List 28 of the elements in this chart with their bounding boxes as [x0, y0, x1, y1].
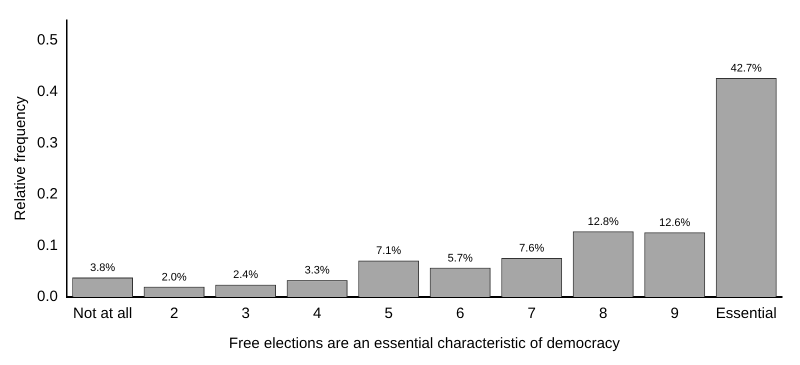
- data-label: 7.6%: [519, 242, 544, 255]
- x-tick-label: 3: [241, 305, 250, 322]
- x-tick-label: 5: [384, 305, 393, 322]
- data-label: 42.7%: [730, 62, 762, 74]
- x-tick-label: 6: [456, 305, 464, 322]
- y-tick-label: 0.2: [36, 186, 58, 203]
- x-tick-label: 4: [312, 305, 322, 322]
- x-tick-label: Essential: [716, 305, 777, 322]
- y-tick-label: 0.1: [36, 236, 58, 254]
- data-label: 2.4%: [233, 269, 258, 282]
- data-label: 12.6%: [659, 216, 691, 229]
- data-label: 3.8%: [90, 262, 116, 274]
- y-tick-label: 0.3: [36, 134, 58, 152]
- x-tick-label: 2: [170, 305, 178, 322]
- data-label: 5.7%: [448, 252, 473, 264]
- data-label: 2.0%: [162, 271, 187, 284]
- x-tick-label: 7: [528, 305, 536, 322]
- x-tick-label: 9: [670, 305, 679, 322]
- data-label: 12.8%: [588, 216, 620, 228]
- x-tick-label: 8: [599, 305, 608, 322]
- data-label: 7.1%: [376, 245, 402, 258]
- y-tick-label: 0.5: [36, 32, 58, 49]
- x-tick-label: Not at all: [73, 305, 132, 322]
- y-axis-title: Relative frequency: [12, 96, 30, 221]
- y-tick-label: 0.0: [36, 288, 58, 306]
- y-tick-label: 0.4: [36, 82, 58, 100]
- x-axis-title: Free elections are an essential characteristic of democracy: [228, 335, 620, 352]
- data-label: 3.3%: [304, 264, 330, 277]
